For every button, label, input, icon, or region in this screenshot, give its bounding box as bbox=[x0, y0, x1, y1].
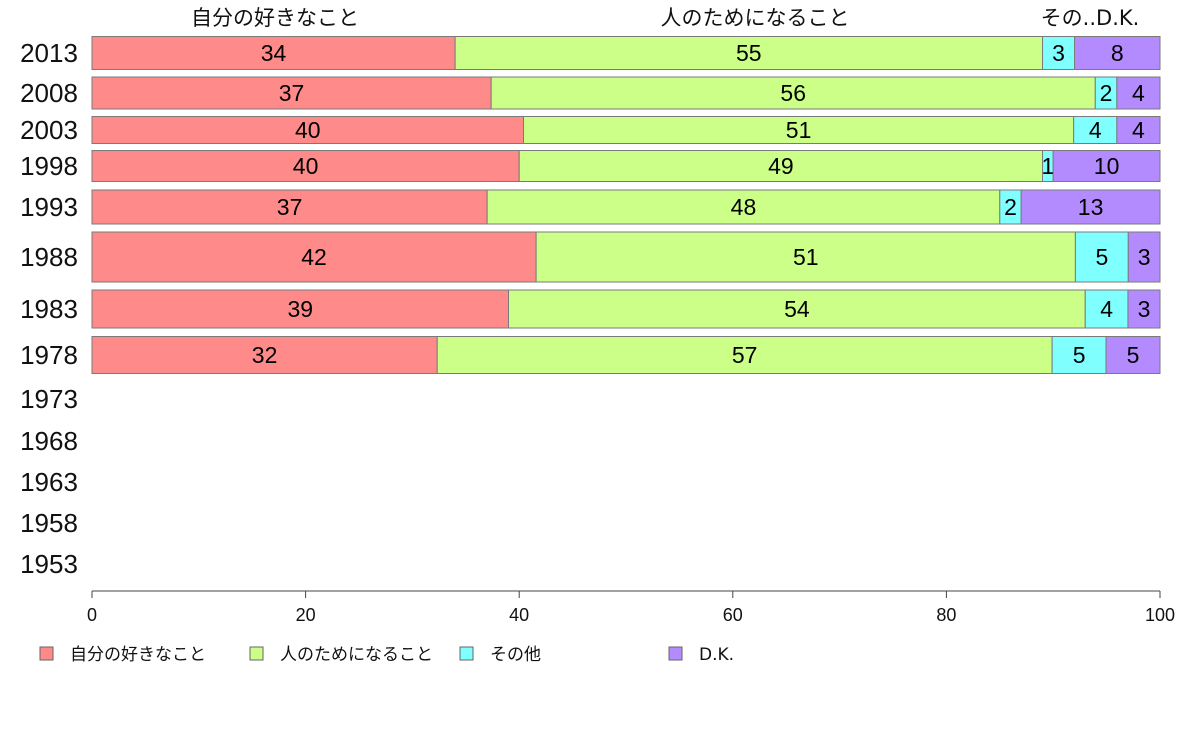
bar-segment bbox=[454, 36, 1044, 70]
year-label: 1998 bbox=[20, 151, 78, 181]
year-label: 1993 bbox=[20, 192, 78, 222]
bar-segment bbox=[436, 336, 1053, 374]
legend-label: D.K. bbox=[699, 645, 734, 665]
year-label: 2008 bbox=[20, 78, 78, 108]
data-label: 13 bbox=[1078, 194, 1104, 220]
bar-segment bbox=[1051, 336, 1107, 374]
data-label: 3 bbox=[1138, 296, 1151, 322]
bar-segment bbox=[1116, 116, 1161, 144]
bar-segment bbox=[91, 150, 520, 182]
data-label: 37 bbox=[279, 80, 305, 106]
year-labels: 2013 2008 2003 1998 1993 1988 1983 1978 1973 1968… bbox=[20, 38, 78, 579]
column-header: その..D.K. bbox=[1041, 6, 1140, 30]
data-label: 32 bbox=[252, 342, 278, 368]
bar-segment bbox=[1074, 36, 1161, 70]
bar-segment bbox=[91, 76, 492, 110]
bar-segment bbox=[91, 189, 488, 225]
data-label: 8 bbox=[1111, 40, 1124, 66]
bar-segment bbox=[1052, 150, 1161, 182]
bar-segment bbox=[1042, 36, 1076, 70]
bar-segment bbox=[1127, 289, 1161, 329]
legend-swatch bbox=[668, 646, 683, 661]
bar-segment bbox=[490, 76, 1096, 110]
data-label: 3 bbox=[1052, 40, 1065, 66]
data-label: 5 bbox=[1095, 244, 1108, 270]
bar-segment bbox=[91, 289, 510, 329]
data-label: 40 bbox=[295, 117, 321, 143]
x-tick-label: 80 bbox=[936, 605, 956, 625]
data-label: 5 bbox=[1127, 342, 1140, 368]
bar-segment bbox=[1105, 336, 1161, 374]
legend-swatch bbox=[249, 646, 264, 661]
year-label: 1988 bbox=[20, 242, 78, 272]
data-label: 39 bbox=[287, 296, 313, 322]
data-label: 2 bbox=[1004, 194, 1017, 220]
data-label: 4 bbox=[1132, 117, 1145, 143]
year-label: 1973 bbox=[20, 384, 78, 414]
legend: 自分の好きなこと 人のためになること その他 D.K. bbox=[39, 645, 734, 665]
bar-segment bbox=[523, 116, 1075, 144]
data-label: 2 bbox=[1100, 80, 1113, 106]
x-axis: 0 20 40 60 80 100 bbox=[87, 590, 1175, 625]
year-label: 1978 bbox=[20, 340, 78, 370]
data-label: 51 bbox=[793, 244, 819, 270]
bar-segment bbox=[91, 116, 525, 144]
x-tick-label: 40 bbox=[509, 605, 529, 625]
bar-segment bbox=[1116, 76, 1161, 110]
legend-label: 自分の好きなこと bbox=[70, 645, 206, 665]
data-label: 34 bbox=[261, 40, 287, 66]
year-label: 1953 bbox=[20, 549, 78, 579]
legend-label: その他 bbox=[490, 645, 541, 665]
data-label: 55 bbox=[736, 40, 762, 66]
data-label: 1 bbox=[1041, 153, 1054, 179]
legend-label: 人のためになること bbox=[280, 645, 433, 665]
legend-swatch bbox=[459, 646, 474, 661]
bar-segment bbox=[91, 36, 456, 70]
year-label: 1963 bbox=[20, 467, 78, 497]
data-label: 4 bbox=[1089, 117, 1102, 143]
data-label: 49 bbox=[768, 153, 794, 179]
bar-segment bbox=[1127, 231, 1161, 283]
x-tick-label: 60 bbox=[723, 605, 743, 625]
year-label: 2013 bbox=[20, 38, 78, 68]
data-label: 56 bbox=[780, 80, 806, 106]
data-label: 57 bbox=[732, 342, 758, 368]
data-label: 48 bbox=[731, 194, 757, 220]
year-label: 1983 bbox=[20, 294, 78, 324]
data-label: 10 bbox=[1094, 153, 1120, 179]
data-label: 4 bbox=[1132, 80, 1145, 106]
data-label: 51 bbox=[786, 117, 812, 143]
x-tick-label: 100 bbox=[1145, 605, 1175, 625]
bar-segment bbox=[535, 231, 1076, 283]
data-label: 3 bbox=[1138, 244, 1151, 270]
year-label: 1968 bbox=[20, 426, 78, 456]
x-tick-label: 20 bbox=[296, 605, 316, 625]
data-label: 5 bbox=[1073, 342, 1086, 368]
bar-segment bbox=[518, 150, 1044, 182]
column-headers: 自分の好きなこと 人のためになること その..D.K. bbox=[191, 6, 1139, 30]
bar-segment bbox=[1020, 189, 1161, 225]
year-label: 2003 bbox=[20, 115, 78, 145]
bar-segment bbox=[91, 231, 537, 283]
bar-segment bbox=[486, 189, 1001, 225]
data-label: 54 bbox=[784, 296, 810, 322]
x-tick-label: 0 bbox=[87, 605, 97, 625]
data-label: 37 bbox=[277, 194, 303, 220]
column-header: 自分の好きなこと bbox=[191, 6, 359, 30]
data-label: 4 bbox=[1100, 296, 1113, 322]
data-label: 40 bbox=[293, 153, 319, 179]
column-header: 人のためになること bbox=[661, 6, 850, 30]
bar-segment bbox=[508, 289, 1086, 329]
data-label: 42 bbox=[301, 244, 327, 270]
legend-swatch bbox=[39, 646, 54, 661]
bar-segment bbox=[1073, 116, 1118, 144]
year-label: 1958 bbox=[20, 508, 78, 538]
